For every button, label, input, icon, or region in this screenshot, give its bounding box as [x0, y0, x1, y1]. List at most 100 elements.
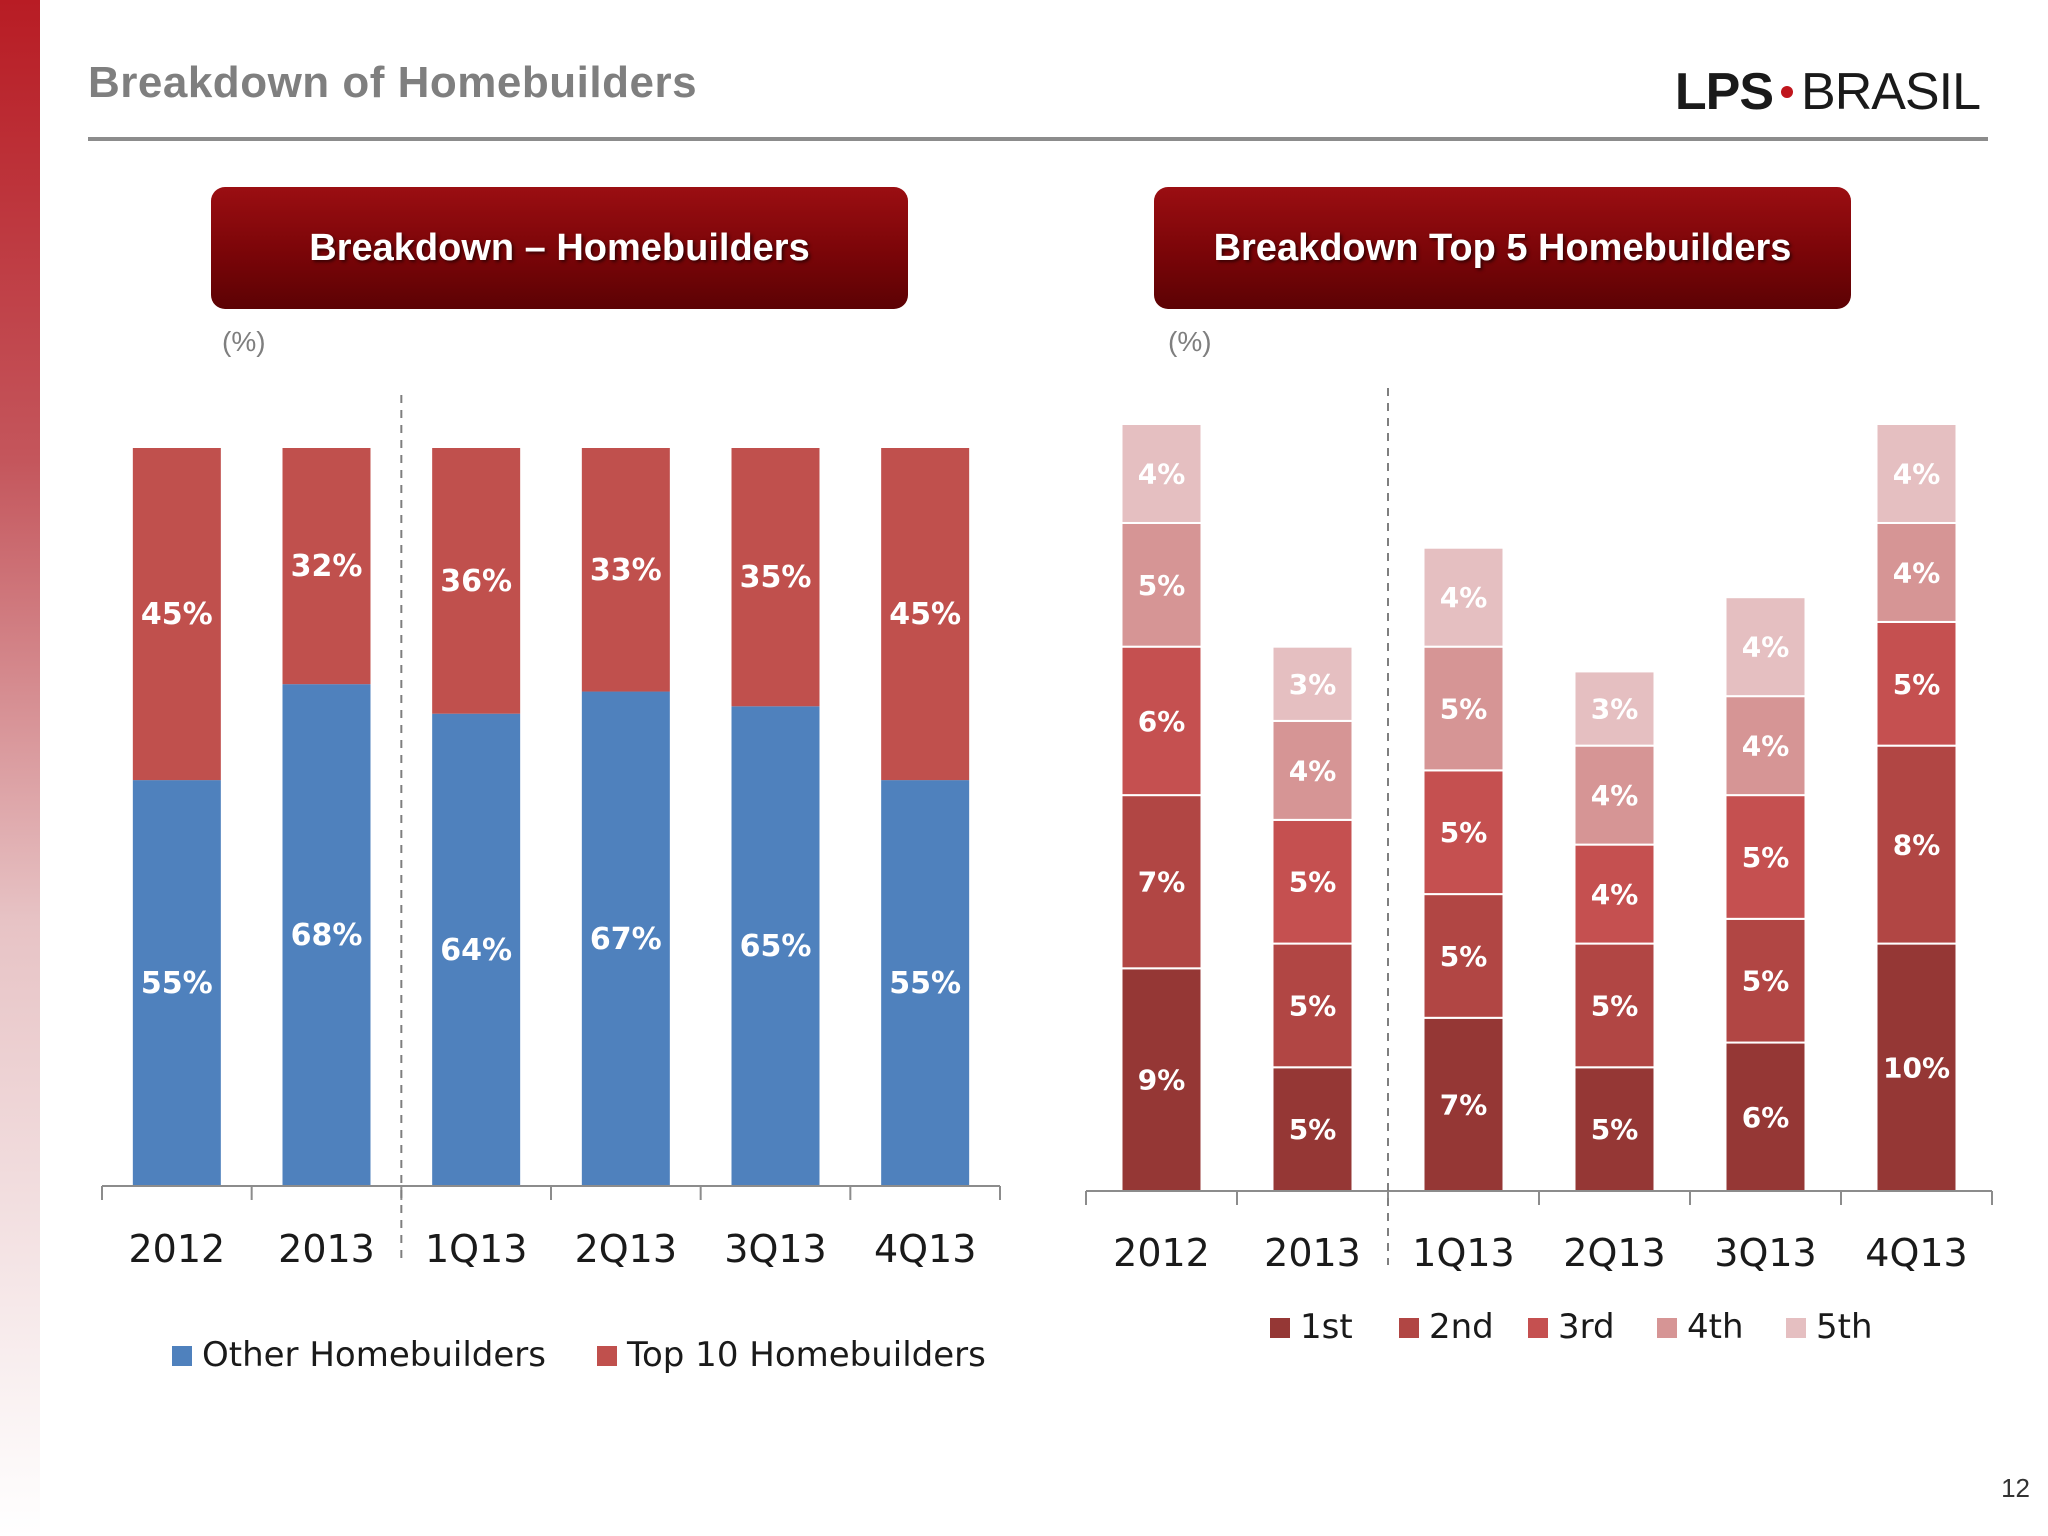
bar-top-10-homebuilders-2013 — [282, 448, 371, 685]
logo-brasil: BRASIL — [1801, 63, 1981, 121]
bar-top-10-homebuilders-4q13 — [881, 448, 970, 781]
data-label-top-10-homebuilders-4q13: 45% — [889, 597, 961, 632]
data-label-4th-1q13: 5% — [1440, 693, 1488, 726]
bar-3rd-3q13 — [1724, 794, 1807, 920]
bar-5th-2012 — [1120, 423, 1203, 524]
logo-lps: LPS — [1674, 63, 1774, 121]
company-logo: LPS BRASIL — [1674, 62, 1981, 122]
data-label-3rd-2013: 5% — [1289, 866, 1337, 899]
bar-top-10-homebuilders-1q13 — [432, 448, 521, 714]
legend-label-2nd: 2nd — [1429, 1307, 1494, 1347]
x-tick-label-3q13: 3Q13 — [724, 1227, 826, 1271]
data-label-5th-1q13: 4% — [1440, 581, 1488, 614]
x-tick-label-3q13: 3Q13 — [1714, 1231, 1816, 1275]
data-label-1st-2012: 9% — [1138, 1064, 1186, 1097]
bar-4th-2012 — [1120, 521, 1203, 648]
legend-swatch-4th — [1657, 1318, 1677, 1338]
data-label-top-10-homebuilders-1q13: 36% — [440, 564, 512, 599]
data-label-2nd-3q13: 5% — [1742, 965, 1790, 998]
data-label-other-homebuilders-3q13: 65% — [740, 929, 812, 964]
logo-dot-icon — [1781, 86, 1794, 98]
bar-4th-2013 — [1271, 719, 1354, 821]
data-label-1st-2013: 5% — [1289, 1113, 1337, 1146]
data-label-top-10-homebuilders-3q13: 35% — [740, 560, 812, 595]
title-divider — [88, 137, 1988, 141]
bar-other-homebuilders-2013 — [282, 684, 371, 1186]
bar-5th-2q13 — [1573, 670, 1656, 747]
bar-3rd-2q13 — [1573, 843, 1656, 945]
bar-1st-2q13 — [1573, 1066, 1656, 1192]
x-tick-label-2q13: 2Q13 — [1563, 1231, 1665, 1275]
data-label-3rd-2012: 6% — [1138, 705, 1186, 738]
bar-1st-3q13 — [1724, 1041, 1807, 1192]
bar-other-homebuilders-1q13 — [432, 713, 521, 1186]
side-stripe — [0, 0, 40, 1536]
data-label-other-homebuilders-4q13: 55% — [889, 966, 961, 1001]
data-label-other-homebuilders-2013: 68% — [291, 918, 363, 953]
data-label-1st-3q13: 6% — [1742, 1101, 1790, 1134]
data-label-3rd-2q13: 4% — [1591, 878, 1639, 911]
page-number: 12 — [2001, 1473, 2030, 1503]
left-stacked-bar-chart: 55% 45% 68% 32% 64% 36% 67% 33% 65% 35% 55% 45% 2012… — [101, 395, 1001, 1375]
data-label-4th-2012: 5% — [1138, 569, 1186, 602]
data-label-5th-2012: 4% — [1138, 457, 1186, 490]
x-tick-label-2013: 2013 — [1264, 1231, 1361, 1275]
legend-label-3rd: 3rd — [1558, 1307, 1615, 1347]
data-label-2nd-4q13: 8% — [1893, 829, 1941, 862]
bar-other-homebuilders-4q13 — [881, 780, 970, 1186]
data-label-other-homebuilders-1q13: 64% — [440, 933, 512, 968]
data-label-5th-2013: 3% — [1289, 668, 1337, 701]
legend-swatch-5th — [1786, 1318, 1806, 1338]
bar-1st-2012 — [1120, 967, 1203, 1192]
bar-other-homebuilders-3q13 — [731, 706, 820, 1186]
bar-4th-1q13 — [1422, 645, 1505, 772]
legend-label-4th: 4th — [1687, 1307, 1744, 1347]
legend-swatch-other-homebuilders — [172, 1346, 192, 1366]
bar-top-10-homebuilders-3q13 — [731, 448, 820, 707]
bar-5th-1q13 — [1422, 546, 1505, 648]
data-label-5th-3q13: 4% — [1742, 631, 1790, 664]
data-label-2nd-2q13: 5% — [1591, 989, 1639, 1022]
bar-4th-2q13 — [1573, 744, 1656, 846]
x-tick-label-2q13: 2Q13 — [575, 1227, 677, 1271]
bar-2nd-2013 — [1271, 942, 1354, 1069]
legend-swatch-2nd — [1399, 1318, 1419, 1338]
data-label-other-homebuilders-2q13: 67% — [590, 922, 662, 957]
bar-2nd-3q13 — [1724, 917, 1807, 1044]
data-label-1st-4q13: 10% — [1883, 1051, 1950, 1084]
data-label-4th-2q13: 4% — [1591, 779, 1639, 812]
data-label-3rd-4q13: 5% — [1893, 668, 1941, 701]
bar-2nd-1q13 — [1422, 893, 1505, 1019]
x-tick-label-4q13: 4Q13 — [874, 1227, 976, 1271]
legend-label-1st: 1st — [1300, 1307, 1353, 1347]
legend-swatch-3rd — [1528, 1318, 1548, 1338]
right-stacked-bar-chart: 9% 7% 6% 5% 4% 5% 5% 5% 4% 3% 7% 5% 5% 5% 4% 5% 5% 4% 4% 3%… — [1085, 388, 1993, 1347]
data-label-2nd-1q13: 5% — [1440, 940, 1488, 973]
data-label-5th-4q13: 4% — [1893, 457, 1941, 490]
legend-label-5th: 5th — [1816, 1307, 1873, 1347]
x-tick-label-2012: 2012 — [128, 1227, 225, 1271]
right-chart-unit-note: (%) — [1168, 326, 1212, 357]
data-label-top-10-homebuilders-2q13: 33% — [590, 553, 662, 588]
x-tick-label-1q13: 1Q13 — [425, 1227, 527, 1271]
data-label-2nd-2013: 5% — [1289, 989, 1337, 1022]
left-chart-header: Breakdown – Homebuilders — [211, 187, 908, 309]
left-chart-unit-note: (%) — [222, 326, 266, 357]
data-label-top-10-homebuilders-2012: 45% — [141, 597, 213, 632]
x-tick-label-2013: 2013 — [278, 1227, 375, 1271]
data-label-2nd-2012: 7% — [1138, 866, 1186, 899]
legend-label-other-homebuilders: Other Homebuilders — [202, 1335, 546, 1375]
right-chart-header: Breakdown Top 5 Homebuilders — [1154, 187, 1851, 309]
data-label-4th-4q13: 4% — [1893, 556, 1941, 589]
bar-1st-4q13 — [1875, 942, 1958, 1192]
x-tick-label-1q13: 1Q13 — [1412, 1231, 1514, 1275]
data-label-4th-2013: 4% — [1289, 754, 1337, 787]
x-tick-label-2012: 2012 — [1113, 1231, 1210, 1275]
data-label-1st-1q13: 7% — [1440, 1088, 1488, 1121]
bar-2nd-4q13 — [1875, 744, 1958, 945]
data-label-top-10-homebuilders-2013: 32% — [291, 549, 363, 584]
bar-other-homebuilders-2012 — [132, 780, 221, 1186]
data-label-3rd-3q13: 5% — [1742, 841, 1790, 874]
bar-5th-3q13 — [1724, 596, 1807, 698]
page-title: Breakdown of Homebuilders — [88, 58, 698, 107]
